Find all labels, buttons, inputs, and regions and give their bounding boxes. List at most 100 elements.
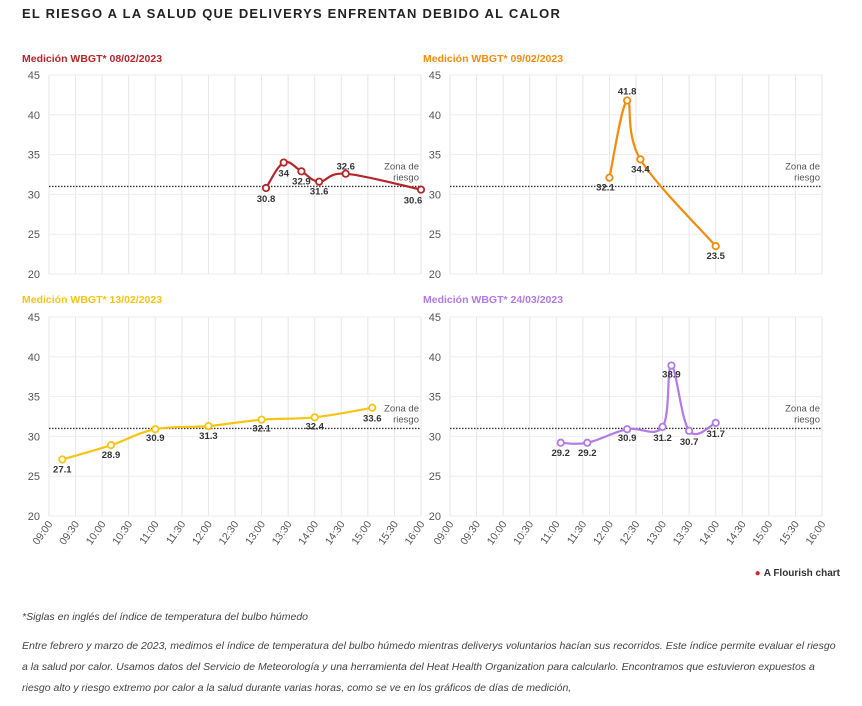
chart-panel-2: Medición WBGT* 09/02/2023 20 25 30 35 40 45 Zon… bbox=[423, 53, 823, 281]
data-label: 31.3 bbox=[199, 431, 218, 442]
x-tick-label: 14:30 bbox=[323, 519, 348, 548]
x-tick-label: 10:00 bbox=[84, 519, 109, 548]
x-tick-label: 11:30 bbox=[565, 519, 590, 547]
risk-zone-label: Zona de bbox=[384, 403, 419, 414]
risk-zone-label: riesgo bbox=[393, 172, 419, 183]
data-point bbox=[58, 455, 67, 464]
x-tick-label: 10:30 bbox=[110, 519, 135, 548]
data-label: 31.2 bbox=[653, 433, 672, 444]
data-label: 33.6 bbox=[363, 414, 382, 425]
x-tick-label: 09:30 bbox=[458, 519, 483, 548]
y-tick-label: 45 bbox=[28, 70, 40, 82]
y-tick-label: 30 bbox=[429, 189, 441, 201]
y-tick-label: 40 bbox=[429, 352, 441, 364]
flourish-credit-label: A Flourish chart bbox=[763, 568, 840, 579]
y-tick-label: 35 bbox=[28, 392, 40, 404]
data-label: 27.1 bbox=[53, 464, 72, 475]
data-label: 31.6 bbox=[310, 187, 329, 198]
y-tick-label: 20 bbox=[429, 511, 441, 523]
data-point bbox=[279, 158, 288, 167]
x-tick-label: 10:00 bbox=[485, 519, 510, 548]
y-tick-label: 45 bbox=[28, 312, 40, 324]
y-tick-label: 25 bbox=[28, 471, 40, 483]
data-point bbox=[297, 167, 306, 176]
y-tick-label: 45 bbox=[429, 312, 441, 324]
data-point bbox=[711, 418, 720, 427]
data-point bbox=[667, 361, 676, 370]
chart-panel-4: Medición WBGT* 24/03/2023 20 25 30 35 40 45 Zon… bbox=[423, 294, 829, 547]
data-label: 32.1 bbox=[252, 424, 271, 435]
x-tick-label: 09:30 bbox=[57, 519, 82, 548]
data-point bbox=[416, 185, 426, 194]
data-point bbox=[583, 438, 592, 447]
y-tick-label: 40 bbox=[28, 110, 40, 122]
data-point bbox=[658, 422, 667, 431]
y-tick-label: 25 bbox=[429, 471, 441, 483]
x-tick-label: 11:30 bbox=[164, 519, 189, 547]
x-tick-label: 15:30 bbox=[376, 519, 401, 548]
data-label: 30.9 bbox=[618, 433, 637, 444]
data-point bbox=[623, 425, 632, 434]
x-tick-label: 13:30 bbox=[270, 519, 295, 548]
data-point bbox=[623, 96, 632, 105]
data-label: 30.8 bbox=[257, 194, 276, 205]
data-label: 32.4 bbox=[305, 421, 324, 432]
x-tick-label: 15:00 bbox=[750, 519, 775, 548]
data-point bbox=[636, 155, 645, 164]
data-label: 32.6 bbox=[336, 162, 355, 173]
data-label: 34.4 bbox=[631, 164, 650, 175]
x-tick-label: 15:30 bbox=[777, 519, 802, 548]
description-text: Entre febrero y marzo de 2023, medimos e… bbox=[22, 640, 836, 694]
x-tick-label: 13:00 bbox=[644, 519, 669, 548]
data-label: 32.9 bbox=[292, 176, 311, 187]
y-tick-label: 35 bbox=[429, 392, 441, 404]
data-label: 30.7 bbox=[680, 437, 699, 448]
risk-zone-label: riesgo bbox=[794, 414, 820, 425]
data-point bbox=[204, 421, 213, 431]
data-point bbox=[315, 177, 324, 186]
chart-panel-1: Medición WBGT* 08/02/2023 20 25 30 35 40 45 Zon… bbox=[22, 53, 426, 281]
x-tick-label: 12:00 bbox=[591, 519, 616, 548]
data-label: 38.9 bbox=[662, 370, 681, 381]
footnote: *Siglas en inglés del índice de temperat… bbox=[22, 611, 309, 623]
flourish-credit-link[interactable]: ● A Flourish chart bbox=[755, 568, 840, 579]
x-tick-label: 13:30 bbox=[671, 519, 696, 548]
series-line bbox=[608, 99, 717, 248]
y-tick-label: 25 bbox=[429, 229, 441, 241]
x-tick-label: 16:00 bbox=[403, 519, 428, 548]
chart-title: Medición WBGT* 08/02/2023 bbox=[22, 53, 162, 65]
data-label: 34 bbox=[278, 169, 289, 180]
x-tick-label: 14:00 bbox=[296, 519, 321, 548]
y-tick-label: 45 bbox=[429, 70, 441, 82]
risk-zone-label: Zona de bbox=[785, 403, 820, 414]
data-label: 30.9 bbox=[146, 433, 165, 444]
y-tick-label: 20 bbox=[429, 269, 441, 281]
flourish-logo-icon: ● bbox=[754, 568, 761, 579]
risk-zone-label: riesgo bbox=[393, 414, 419, 425]
x-tick-label: 14:00 bbox=[697, 519, 722, 548]
x-tick-label: 12:30 bbox=[217, 519, 242, 548]
y-tick-label: 40 bbox=[429, 110, 441, 122]
data-point bbox=[261, 183, 271, 193]
data-point bbox=[310, 413, 319, 422]
x-tick-label: 12:30 bbox=[618, 519, 643, 548]
x-tick-label: 14:30 bbox=[724, 519, 749, 548]
chart-title: Medición WBGT* 13/02/2023 bbox=[22, 294, 162, 306]
y-tick-label: 20 bbox=[28, 511, 40, 523]
chart-title: Medición WBGT* 09/02/2023 bbox=[423, 53, 563, 65]
data-point bbox=[685, 426, 694, 435]
x-tick-label: 13:00 bbox=[243, 519, 268, 548]
y-tick-label: 30 bbox=[28, 431, 40, 443]
data-label: 28.9 bbox=[102, 450, 121, 461]
y-tick-label: 35 bbox=[28, 150, 40, 162]
risk-zone-label: riesgo bbox=[794, 172, 820, 183]
x-tick-label: 15:00 bbox=[349, 519, 374, 548]
data-point bbox=[556, 438, 565, 447]
y-tick-label: 25 bbox=[28, 229, 40, 241]
x-tick-label: 12:00 bbox=[190, 519, 215, 548]
data-label: 41.8 bbox=[618, 86, 637, 97]
x-tick-label: 11:00 bbox=[538, 519, 563, 547]
y-tick-label: 35 bbox=[429, 150, 441, 162]
y-tick-label: 40 bbox=[28, 352, 40, 364]
